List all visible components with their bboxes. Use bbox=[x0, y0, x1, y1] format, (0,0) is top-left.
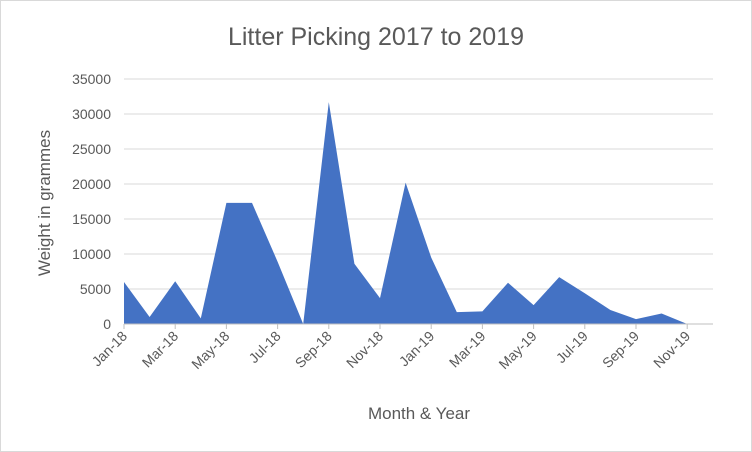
x-tick-label: Jan-19 bbox=[396, 328, 438, 370]
y-tick-label: 0 bbox=[103, 316, 111, 332]
x-tick-label: Nov-18 bbox=[343, 328, 386, 371]
y-tick-label: 15000 bbox=[72, 211, 111, 227]
x-tick-label: May-18 bbox=[188, 328, 232, 372]
data-series bbox=[124, 102, 688, 324]
y-tick-label: 10000 bbox=[72, 246, 111, 262]
y-axis-title: Weight in grammes bbox=[35, 130, 54, 276]
y-tick-label: 30000 bbox=[72, 106, 111, 122]
area-series bbox=[124, 102, 688, 324]
y-tick-label: 5000 bbox=[80, 281, 111, 297]
y-tick-label: 35000 bbox=[72, 71, 111, 87]
axes: 0 5000 10000 15000 20000 25000 30000 35000 Jan-1… bbox=[72, 71, 713, 372]
x-tick-label: Mar-18 bbox=[139, 328, 182, 371]
x-axis-title: Month & Year bbox=[368, 404, 470, 423]
x-tick-label: Jul-18 bbox=[245, 328, 283, 366]
x-tick-label: Sep-18 bbox=[292, 328, 335, 371]
chart-title: Litter Picking 2017 to 2019 bbox=[228, 23, 524, 51]
y-tick-label: 20000 bbox=[72, 176, 111, 192]
x-tick-label: Nov-19 bbox=[650, 328, 693, 371]
x-tick-label: May-19 bbox=[495, 328, 539, 372]
x-tick-label: Jul-19 bbox=[553, 328, 591, 366]
x-tick-label: Mar-19 bbox=[446, 328, 489, 371]
y-tick-label: 25000 bbox=[72, 141, 111, 157]
x-tick-label: Sep-19 bbox=[599, 328, 642, 371]
x-tick-label: Jan-18 bbox=[89, 328, 131, 370]
